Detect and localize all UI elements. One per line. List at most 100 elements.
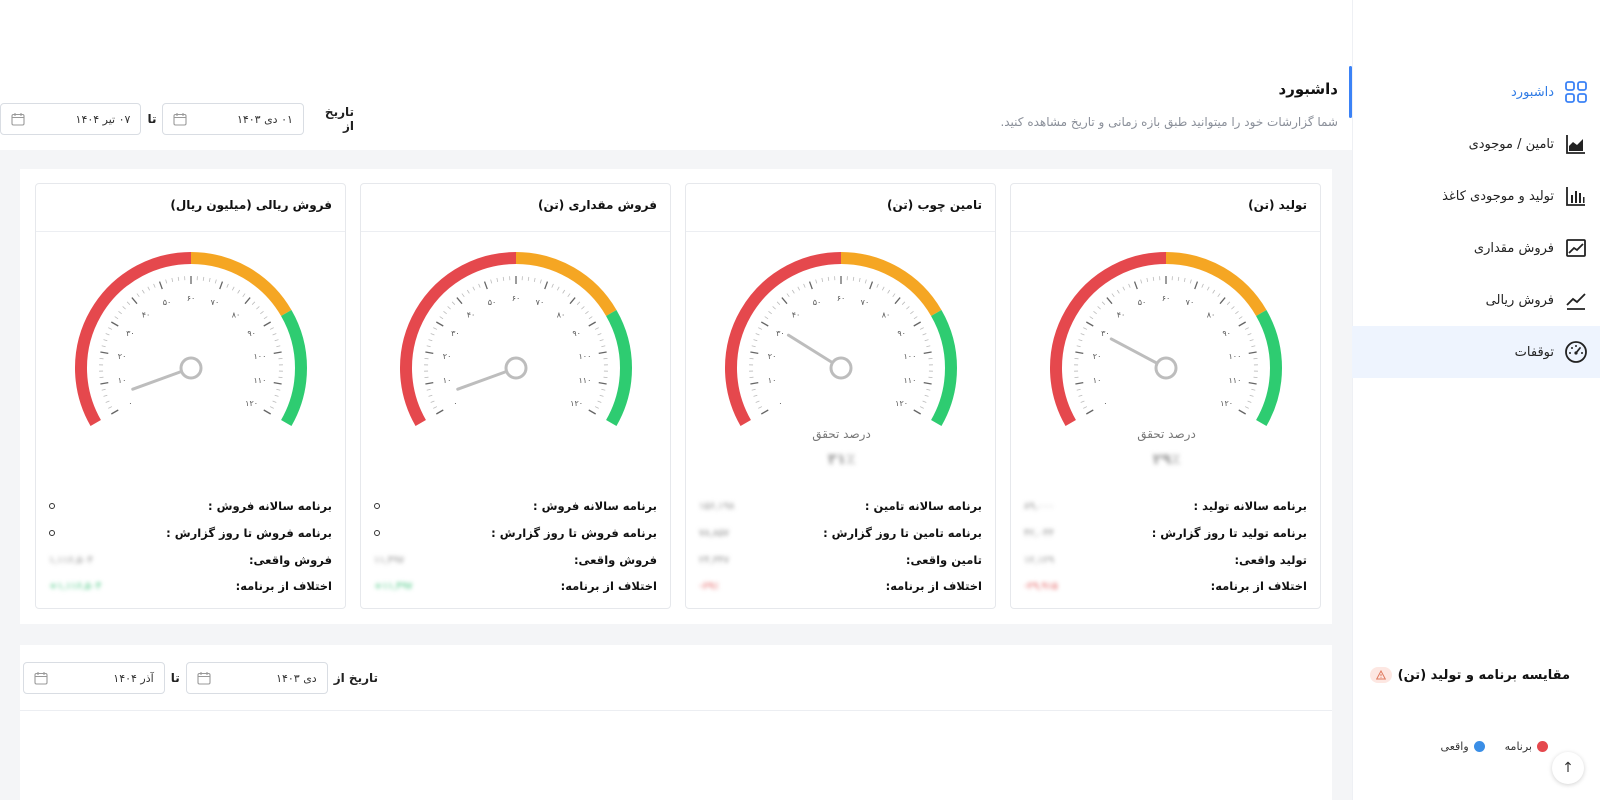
gauge-tick xyxy=(1194,281,1199,290)
calendar-icon[interactable] xyxy=(34,671,48,685)
comparison-to-input[interactable]: آذر ۱۴۰۴ xyxy=(22,662,165,694)
gauge-card-quantity-sales: فروش مقداری (تن) ۰ ۱۰ ۲۰ ۳۰ ۴۰ ۵۰ ۶۰ ۷۰ ۸۰ ۹۰ ۱۰۰ ۱… xyxy=(360,183,671,609)
gauge-tick xyxy=(1217,293,1221,298)
stat-value: ۲۴,۳۴۷ xyxy=(699,554,730,566)
date-from-value: دی ۱۴۰۳ xyxy=(276,671,317,685)
sidebar-item-stoppages[interactable]: توقفات xyxy=(1352,326,1600,378)
gauge-tick-label: ۵۰ xyxy=(813,298,822,307)
gauge-tick xyxy=(926,388,931,391)
date-from-input[interactable]: ۰۱ دی ۱۴۰۳ xyxy=(162,103,304,135)
date-from-label: تاریخ از xyxy=(333,671,378,685)
sidebar-item-label: تولید و موجودی کاغذ xyxy=(1442,188,1554,204)
gauge-tick xyxy=(919,406,924,409)
gauge-tick xyxy=(111,409,119,415)
gauge-tick xyxy=(101,345,106,348)
gauge-tick xyxy=(451,301,456,305)
legend-item-plan[interactable]: برنامه xyxy=(1505,740,1548,753)
gauge-tick-label: ۱۲۰ xyxy=(1220,399,1233,408)
gauge-tick xyxy=(1238,316,1243,320)
warning-icon[interactable] xyxy=(1369,667,1392,683)
gauge-tick xyxy=(496,277,499,283)
date-to-input[interactable]: ۰۷ تیر ۱۴۰۴ xyxy=(0,103,142,135)
gauge-tick xyxy=(273,381,282,385)
gauge-tick-label: ۲۰ xyxy=(443,352,452,361)
gauge-tick xyxy=(556,286,560,291)
gauge-tick xyxy=(430,333,435,336)
date-to-label: تا xyxy=(170,671,180,685)
gauge-tick xyxy=(892,293,896,298)
gauge-band-1 xyxy=(840,252,942,317)
gauge-tick-label: ۱۰ xyxy=(443,376,452,385)
scroll-to-top-button[interactable]: ↑ xyxy=(1552,752,1584,784)
gauge-tick xyxy=(758,327,763,330)
chart-legend: برنامه واقعی xyxy=(1421,740,1548,753)
gauge-tick xyxy=(269,406,274,409)
gauge-tick xyxy=(815,279,818,284)
gauge-tick xyxy=(599,339,604,342)
gauge-tick xyxy=(428,394,433,397)
gauge-tick xyxy=(103,394,108,397)
gauge: ۰ ۱۰ ۲۰ ۳۰ ۴۰ ۵۰ ۶۰ ۷۰ ۸۰ ۹۰ ۱۰۰ ۱۱۰ ۱۲۰ xyxy=(725,252,957,426)
gauge-tick xyxy=(1086,409,1094,415)
gauge: ۰ ۱۰ ۲۰ ۳۰ ۴۰ ۵۰ ۶۰ ۷۰ ۸۰ ۹۰ ۱۰۰ ۱۱۰ ۱۲۰ xyxy=(1050,252,1282,426)
sidebar-item-paper-production[interactable]: تولید و موجودی کاغذ xyxy=(1352,170,1600,222)
calendar-icon[interactable] xyxy=(173,112,188,126)
gauge-tick xyxy=(1089,316,1094,320)
legend-dot xyxy=(1537,741,1548,752)
sidebar-item-rial-sales[interactable]: فروش ریالی xyxy=(1352,274,1600,326)
gauge-tick-label: ۰ xyxy=(778,399,782,408)
calendar-icon[interactable] xyxy=(197,671,211,685)
stat-row: برنامه سالانه تولید : ۸۹,۰۰۰ xyxy=(1024,497,1307,515)
gauge-tick xyxy=(263,409,271,415)
stat-row: برنامه تولید تا روز گزارش : ۴۲,۰۴۴ xyxy=(1024,524,1307,542)
stat-value: ۱۲,۱۲۹ xyxy=(1024,554,1055,566)
gauge-tick-label: ۰ xyxy=(128,399,132,408)
gauge-tick-label: ۴۰ xyxy=(142,310,151,319)
calendar-icon[interactable] xyxy=(11,112,25,126)
achievement-value: ۳۱٪ xyxy=(827,450,856,468)
area-chart-icon xyxy=(1564,132,1588,156)
comparison-from-input[interactable]: دی ۱۴۰۳ xyxy=(185,662,328,694)
gauge-tick xyxy=(594,327,599,330)
gauge-tick xyxy=(599,394,604,397)
gauge-tick xyxy=(1083,327,1088,330)
sidebar-item-supply[interactable]: تامین / موجودی xyxy=(1352,118,1600,170)
gauge-tick xyxy=(776,301,781,305)
gauge-tick-label: ۶۰ xyxy=(187,294,196,303)
gauge-tick xyxy=(764,316,769,320)
gauge-tick-label: ۴۰ xyxy=(792,310,801,319)
gauge-tick xyxy=(887,289,891,294)
gauge-tick xyxy=(426,345,431,348)
gauge-tick xyxy=(1247,400,1252,403)
stat-label: برنامه فروش تا روز گزارش : xyxy=(166,526,332,540)
sidebar-item-dashboard[interactable]: داشبورد xyxy=(1352,66,1600,118)
comparison-title-wrap: مقایسه برنامه و تولید (تن) xyxy=(1369,667,1570,683)
gauge-tick-label: ۹۰ xyxy=(247,329,256,338)
gauge-hub xyxy=(829,356,853,380)
gauge-tick xyxy=(598,381,607,385)
legend-item-actual[interactable]: واقعی xyxy=(1441,740,1485,753)
gauge-tick-label: ۱۲۰ xyxy=(895,399,908,408)
gauge-tick-label: ۱۰۰ xyxy=(253,352,266,361)
stat-label: اختلاف از برنامه: xyxy=(885,579,982,593)
stat-row: برنامه تامین تا روز گزارش : ۷۸,۸۵۷ xyxy=(699,524,982,542)
gauge-tick-label: ۱۰ xyxy=(768,376,777,385)
stat-row: برنامه سالانه فروش : xyxy=(49,497,332,515)
sidebar-item-quantity-sales[interactable]: فروش مقداری xyxy=(1352,222,1600,274)
line-chart-box-icon xyxy=(1564,236,1588,260)
gauge-tick xyxy=(472,286,476,291)
gauge-tick xyxy=(1247,333,1252,336)
gauge-tick xyxy=(594,406,599,409)
date-to-label: تا xyxy=(147,112,157,126)
gauge-tick xyxy=(913,316,918,320)
gauge-tick-label: ۵۰ xyxy=(488,298,497,307)
gauge-tick xyxy=(1238,409,1246,415)
gauge-tick xyxy=(926,345,931,348)
gauge-tick xyxy=(1244,327,1249,330)
sidebar-item-label: داشبورد xyxy=(1511,84,1554,100)
gauge-tick xyxy=(1080,333,1085,336)
gauge-tick xyxy=(274,339,279,342)
top-date-filter: تاریخ از ۰۱ دی ۱۴۰۳ تا ۰۷ تیر ۱۴۰۴ xyxy=(0,103,360,135)
gauge-tick xyxy=(768,311,772,315)
stat-value: ۸۹,۰۰۰ xyxy=(1024,500,1055,512)
